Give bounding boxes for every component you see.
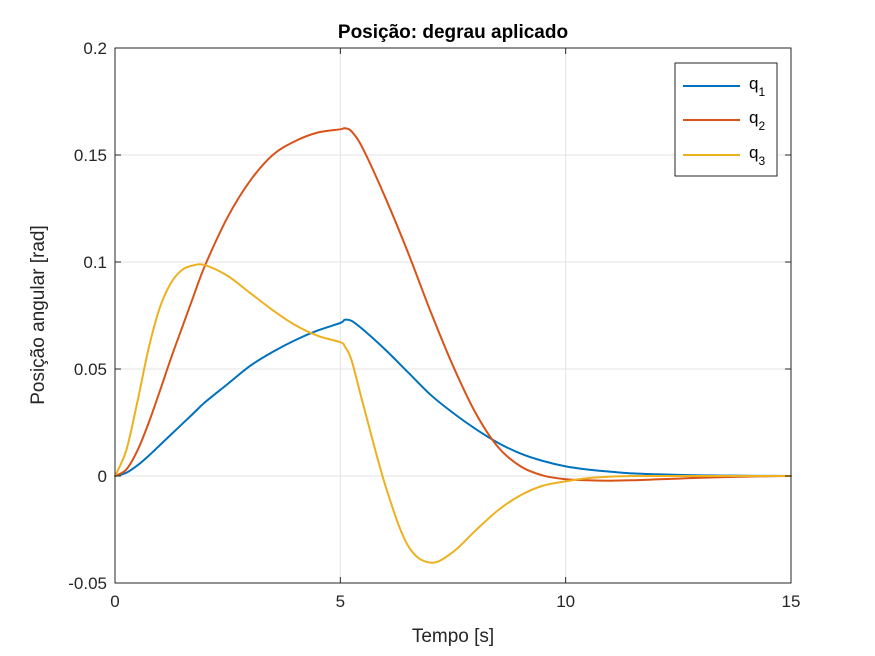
y-tick-label: 0.2: [83, 39, 107, 58]
legend-label-q1: q1: [749, 74, 765, 99]
y-tick-label: 0.1: [83, 253, 107, 272]
legend-label-q3-sub: 3: [758, 154, 765, 168]
x-tick-label: 0: [110, 592, 119, 611]
legend-label-q3: q3: [749, 143, 765, 168]
y-tick-label: 0.05: [74, 360, 107, 379]
legend: q1 q2 q3: [674, 62, 778, 177]
x-tick-label: 15: [782, 592, 801, 611]
y-tick-label: 0: [98, 467, 107, 486]
legend-label-q2-sub: 2: [758, 119, 765, 133]
series-line-q3: [114, 263, 792, 564]
series-lines: [114, 127, 792, 564]
y-tick-label: 0.15: [74, 146, 107, 165]
legend-label-q2: q2: [749, 108, 765, 133]
legend-label-q1-base: q: [749, 74, 758, 93]
plot-frame: [114, 47, 792, 584]
x-axis-label: Tempo [s]: [412, 626, 494, 647]
series-line-q1: [114, 318, 792, 477]
legend-label-q2-base: q: [749, 108, 758, 127]
x-tick-label: 5: [336, 592, 345, 611]
chart-title: Posição: degrau aplicado: [338, 22, 568, 43]
legend-label-q1-sub: 1: [758, 85, 765, 99]
series-line-q2: [114, 127, 792, 482]
x-tick-label: 10: [556, 592, 575, 611]
y-axis-label: Posição angular [rad]: [28, 225, 49, 405]
y-tick-label: -0.05: [68, 574, 107, 593]
legend-label-q3-base: q: [749, 143, 758, 162]
